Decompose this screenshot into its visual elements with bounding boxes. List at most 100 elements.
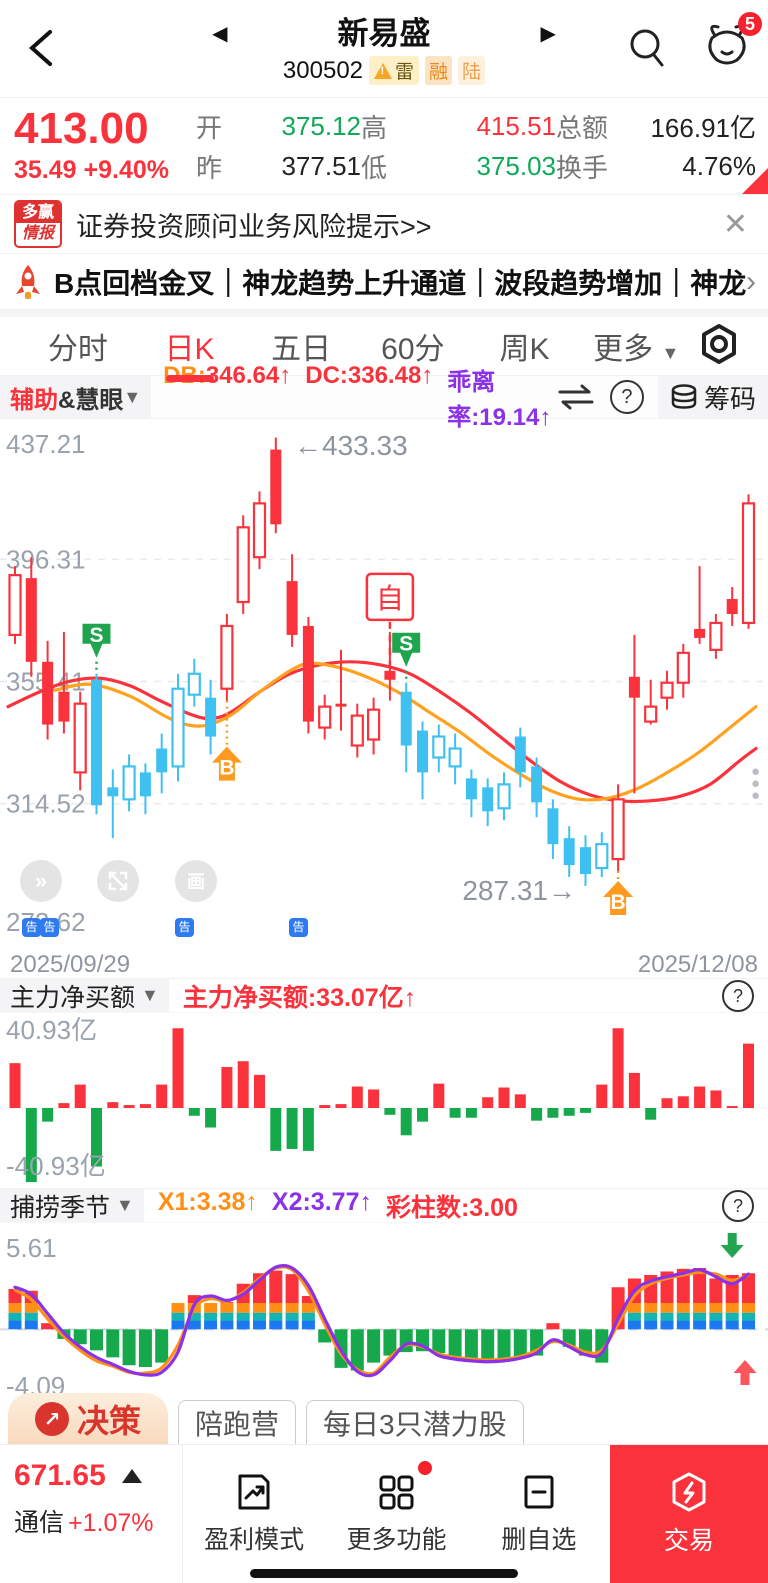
quote-panel[interactable]: 413.00 35.49 +9.40% 开 375.12 高 415.51 总额 166.…	[0, 98, 768, 195]
candle	[367, 708, 381, 741]
help-icon[interactable]: ?	[722, 979, 754, 1012]
season-bar	[693, 1267, 707, 1304]
candle	[156, 748, 168, 773]
back-icon[interactable]	[22, 26, 62, 70]
index-change: +1.07%	[68, 1509, 154, 1537]
indicator-bar: 辅助 &慧眼 ▼ DB:346.64↑ DC:336.48↑ 乖离率:19.14↑ …	[0, 362, 768, 431]
chevron-right-icon[interactable]: ›	[746, 264, 756, 298]
chip-potential-stocks[interactable]: 每日3只潜力股	[306, 1400, 524, 1445]
expand-icon[interactable]	[97, 860, 139, 902]
index-quote-block[interactable]: 671.65 通信 +1.07%	[0, 1445, 183, 1583]
svg-text:S: S	[89, 624, 103, 647]
tab-日K[interactable]: 日K	[134, 318, 246, 382]
help-icon[interactable]: ?	[722, 1189, 754, 1222]
close-icon[interactable]: ✕	[722, 207, 748, 241]
signal-text[interactable]: B点回档金叉｜神龙趋势上升通道｜波段趋势增加｜神龙筹码	[54, 267, 746, 299]
flow-bar	[58, 1103, 70, 1108]
season-bar	[546, 1323, 560, 1330]
help-icon[interactable]: ?	[609, 380, 644, 414]
stock-code: 300502	[282, 56, 364, 84]
announcement-badge[interactable]: 告	[40, 918, 59, 937]
nav-remove-watchlist[interactable]: 删自选	[468, 1445, 610, 1583]
next-stock-icon[interactable]: ▶	[540, 23, 556, 45]
decision-button[interactable]: ↗ 决策	[8, 1393, 168, 1445]
flow-bar	[400, 1108, 412, 1136]
tab-周K[interactable]: 周K	[499, 333, 550, 366]
candle	[595, 843, 609, 870]
duoying-logo: 多赢 情报	[14, 200, 62, 248]
compare-swap-icon[interactable]	[556, 384, 596, 410]
trade-button[interactable]: 交易	[609, 1445, 768, 1583]
price-annotation: ←433.33	[294, 430, 408, 461]
announcement-badge[interactable]: 告	[289, 918, 308, 937]
flow-bar	[580, 1108, 591, 1113]
floating-row: ↗ 决策 陪跑营 每日3只潜力股	[0, 1393, 768, 1445]
fishing-season-selector[interactable]: 捕捞季节 ▼	[0, 1189, 144, 1222]
candlestick-chart-area[interactable]: 437.21396.31355.41314.52273.62SB自SB←433.…	[0, 419, 768, 978]
prev-stock-icon[interactable]: ◀	[212, 23, 228, 45]
capital-flow-chart[interactable]: 40.93亿 -40.93亿	[0, 1013, 768, 1183]
more-options-icon[interactable]: ● ● ●	[750, 763, 760, 804]
candle	[302, 625, 314, 722]
tab-more[interactable]: 更多 ▼	[593, 333, 680, 366]
announcement-badge[interactable]: 告	[175, 918, 194, 937]
tab-60分[interactable]: 60分	[381, 333, 445, 366]
nav-more-functions[interactable]: 更多功能	[325, 1445, 467, 1583]
profit-mode-icon	[238, 1474, 270, 1510]
flow-bar	[677, 1096, 689, 1108]
risk-warning-badge[interactable]: 雷	[369, 56, 420, 85]
announcement-badge[interactable]: 告	[22, 918, 41, 937]
draw-icon[interactable]: 画	[175, 860, 217, 902]
candle	[465, 778, 477, 800]
flow-bar	[433, 1083, 445, 1108]
flow-bar	[596, 1084, 608, 1108]
flow-bar	[465, 1108, 477, 1118]
candle	[660, 681, 674, 699]
flow-bar	[628, 1072, 640, 1108]
search-icon[interactable]	[626, 25, 668, 69]
collapse-arrow-icon[interactable]	[121, 1469, 142, 1483]
flow-bar	[563, 1108, 575, 1116]
season-bar	[497, 1329, 511, 1360]
trade-icon	[672, 1472, 706, 1512]
candle	[676, 651, 690, 684]
margin-badge[interactable]: 融	[425, 56, 453, 85]
candle	[171, 687, 185, 768]
flow-bar	[107, 1102, 119, 1108]
notice-text[interactable]: 证券投资顾问业务风险提示>>	[76, 211, 432, 242]
candle	[205, 697, 217, 737]
tab-五日[interactable]: 五日	[271, 333, 332, 366]
capital-flow-selector[interactable]: 主力净买额 ▼	[0, 979, 169, 1012]
season-bar	[90, 1329, 103, 1351]
indicator-selector[interactable]: 辅助 &慧眼 ▼	[0, 376, 152, 418]
fast-forward-icon[interactable]: »	[20, 860, 62, 902]
start-date: 2025/09/29	[10, 951, 131, 978]
fishing-season-chart[interactable]: 5.61-4.09	[0, 1223, 768, 1409]
chips-button[interactable]: 筹码	[657, 376, 768, 418]
chip-peipaoying[interactable]: 陪跑营	[178, 1400, 297, 1445]
niu-assistant-icon[interactable]: 5	[704, 12, 762, 71]
capital-flow-value: 主力净买额:33.07亿↑	[182, 983, 417, 1012]
candle	[335, 703, 347, 707]
flow-bar	[123, 1105, 135, 1108]
notice-banner[interactable]: 多赢 情报 证券投资顾问业务风险提示>> ✕	[0, 195, 768, 254]
chart-settings-icon[interactable]	[692, 322, 746, 371]
buy-signal-marker: B	[211, 746, 242, 781]
nav-profit-mode[interactable]: 盈利模式	[183, 1445, 325, 1583]
tab-分时[interactable]: 分时	[47, 333, 108, 366]
season-bar	[742, 1273, 755, 1304]
end-date: 2025/12/08	[637, 951, 758, 978]
candlestick-chart[interactable]: 437.21396.31355.41314.52273.62SB自SB←433.…	[0, 419, 768, 946]
home-indicator[interactable]	[250, 1569, 518, 1578]
candle	[580, 847, 591, 875]
season-bar	[41, 1323, 55, 1330]
svg-text:S: S	[399, 633, 413, 656]
fishing-season-values: X1:3.38↑ X2:3.77↑ 彩柱数:3.00	[157, 1187, 518, 1222]
candle	[58, 691, 70, 722]
flow-bar	[498, 1087, 510, 1108]
candle	[187, 672, 201, 696]
connect-badge[interactable]: 陆	[458, 56, 486, 85]
signal-banner[interactable]: B点回档金叉｜神龙趋势上升通道｜波段趋势增加｜神龙筹码 ›	[0, 254, 768, 310]
season-bar	[122, 1329, 136, 1366]
